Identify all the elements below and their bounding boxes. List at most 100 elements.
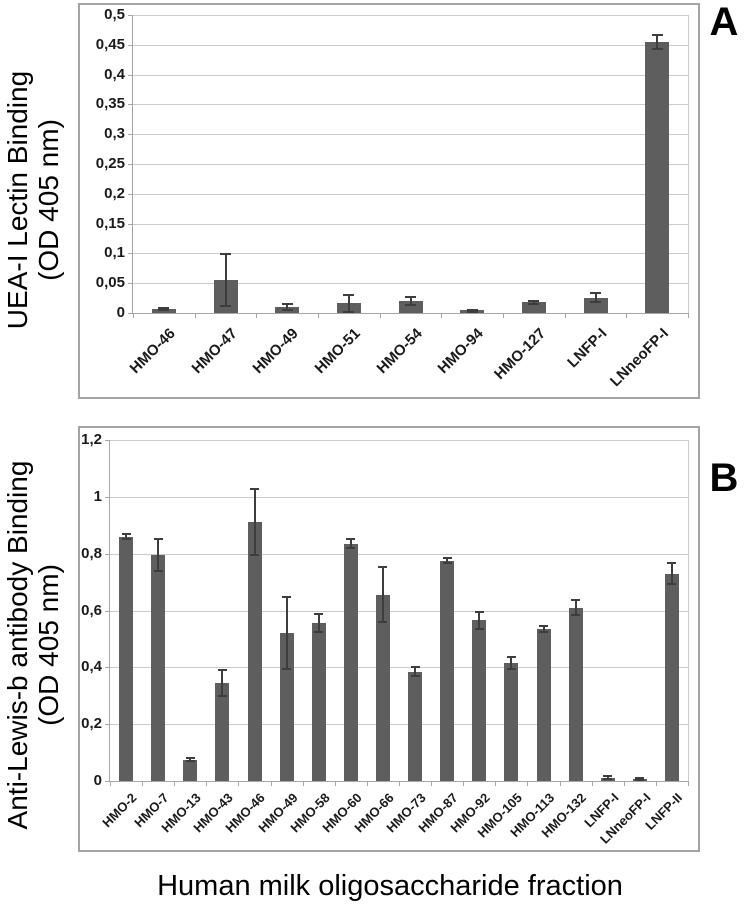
panel-a-y-tickmark — [128, 223, 133, 225]
panel-b-y-tick-label: 0,6 — [81, 601, 102, 619]
panel-a-y-tick-label: 0,2 — [104, 184, 125, 202]
panel-b-y-axis-title-line2: (OD 405 nm) — [33, 564, 64, 726]
error-bar-line — [349, 540, 352, 548]
panel-a-y-axis-title-line2: (OD 405 nm) — [33, 119, 64, 281]
bar-HMO-105 — [504, 663, 519, 781]
panel-b-y-tick-label: 0,8 — [81, 544, 102, 562]
panel-b-plot-right-edge — [688, 440, 689, 782]
panel-a-x-tickmark — [626, 314, 628, 318]
error-bar-HMO-13 — [185, 757, 195, 762]
panel-b-x-tickmark — [142, 782, 144, 786]
panel-b-y-axis-title: Anti-Lewis-b antibody Binding (OD 405 nm… — [1, 425, 65, 865]
panel-b-y-tick-label: 1,2 — [81, 431, 102, 448]
error-bar-line — [510, 657, 513, 669]
error-bar-line — [381, 568, 384, 622]
bar-HMO-58 — [311, 623, 326, 781]
panel-b-x-tickmark — [495, 782, 497, 786]
panel-a-gridline — [133, 74, 688, 76]
panel-b-x-tickmark — [559, 782, 561, 786]
panel-b-gridline — [110, 496, 688, 498]
bar-HMO-60 — [343, 543, 358, 781]
error-bar-HMO-94 — [466, 308, 478, 313]
panel-a-y-tickmark — [128, 74, 133, 76]
error-bar-line — [189, 759, 192, 760]
panel-b-y-tickmark — [105, 781, 110, 782]
panel-a-y-axis-title: UEA-I Lectin Binding (OD 405 nm) — [1, 0, 65, 400]
panel-b-y-tickmark — [105, 610, 110, 612]
panel-a-y-tick-label: 0,25 — [95, 155, 125, 172]
panel-b-x-tickmark — [688, 782, 689, 786]
panel-a-gridline — [133, 104, 688, 106]
error-bar-line — [286, 304, 289, 310]
error-bar-HMO-54 — [405, 295, 416, 307]
panel-b-y-tickmark — [105, 440, 110, 441]
panel-b-x-tickmark — [206, 782, 208, 786]
panel-a-y-tickmark — [128, 15, 133, 16]
bar-HMO-7 — [151, 555, 166, 781]
panel-b-x-tickmark — [463, 782, 465, 786]
panel-a-x-axis-line — [132, 313, 689, 314]
error-bar-line — [317, 615, 320, 632]
panel-a-x-tickmark — [133, 314, 134, 318]
panel-b-y-tickmark — [105, 724, 110, 726]
panel-a-x-tickmark — [688, 314, 689, 318]
error-bar-HMO-7 — [153, 538, 163, 573]
error-bar-line — [670, 564, 673, 583]
panel-b-x-tickmark — [334, 782, 336, 786]
panel-b-x-axis-line — [109, 781, 689, 782]
error-bar-LNFP-II — [667, 562, 677, 585]
panel-b-x-tickmark — [366, 782, 368, 786]
error-bar-line — [224, 255, 227, 306]
error-bar-HMO-2 — [121, 533, 131, 541]
panel-a-y-tick-label: 0,45 — [95, 35, 125, 53]
error-bar-HMO-46 — [158, 307, 170, 312]
error-bar-line — [157, 540, 160, 571]
error-bar-line — [253, 490, 256, 555]
error-bar-HMO-49 — [282, 596, 292, 671]
bar-HMO-113 — [536, 628, 551, 781]
error-bar-HMO-113 — [539, 624, 548, 634]
panel-a-gridline — [133, 15, 688, 16]
panel-a-gridline — [133, 134, 688, 136]
panel-a-y-tickmark — [128, 164, 133, 165]
error-bar-line — [542, 626, 545, 632]
bar-HMO-46 — [247, 522, 262, 781]
panel-b-x-tickmark — [655, 782, 657, 786]
panel-b-gridline — [110, 553, 688, 555]
error-bar-HMO-43 — [217, 668, 227, 698]
bar-HMO-49 — [279, 633, 294, 781]
error-bar-HMO-132 — [571, 599, 581, 617]
error-bar-HMO-66 — [378, 566, 388, 624]
panel-a-frame — [78, 3, 700, 399]
error-bar-HMO-92 — [474, 610, 484, 631]
error-bar-HMO-46 — [250, 488, 259, 557]
error-bar-LNneoFP-I — [651, 34, 663, 50]
panel-a-label: A — [709, 0, 739, 44]
panel-a-gridline — [133, 44, 688, 46]
panel-a-y-tickmark — [128, 313, 133, 314]
panel-b-x-tickmark — [527, 782, 529, 786]
panel-a-y-tick-label: 0,5 — [104, 6, 125, 23]
error-bar-line — [574, 601, 577, 615]
panel-b-y-axis-line — [109, 440, 110, 782]
panel-a-y-tick-label: 0,35 — [95, 95, 125, 113]
bar-HMO-73 — [408, 671, 423, 781]
error-bar-line — [532, 301, 535, 303]
error-bar-line — [409, 297, 412, 305]
panel-b-y-tick-label: 1 — [93, 487, 102, 505]
bar-HMO-66 — [375, 594, 390, 781]
error-bar-line — [478, 612, 481, 629]
error-bar-line — [606, 777, 609, 778]
bar-HMO-87 — [440, 560, 455, 781]
error-bar-line — [347, 295, 350, 311]
error-bar-line — [285, 598, 288, 669]
panel-b-gridline — [110, 667, 688, 669]
bar-HMO-13 — [183, 759, 198, 781]
panel-a-x-tickmark — [503, 314, 504, 318]
panel-b-y-axis-title-line1: Anti-Lewis-b antibody Binding — [1, 460, 33, 830]
panel-a-gridline — [133, 253, 688, 255]
error-bar-HMO-60 — [346, 538, 356, 550]
panel-a-y-tick-label: 0,05 — [95, 274, 125, 292]
bar-HMO-127 — [521, 302, 546, 313]
panel-b-x-tickmark — [110, 782, 111, 786]
